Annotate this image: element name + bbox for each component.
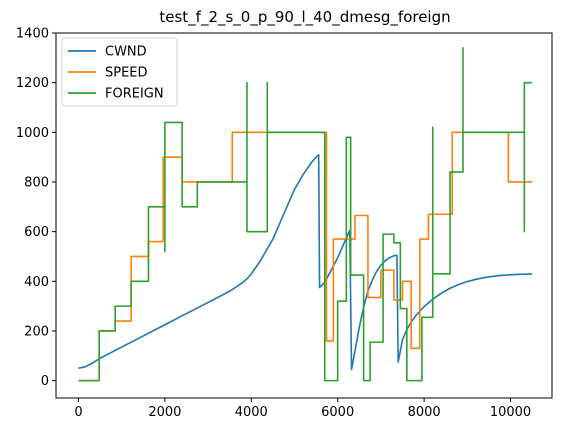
legend-box xyxy=(61,37,178,107)
y-tick-label: 0 xyxy=(41,374,49,389)
legend-label-foreign: FOREIGN xyxy=(105,87,164,102)
series-line-foreign xyxy=(78,47,533,382)
y-tick-label: 400 xyxy=(24,275,49,290)
x-tick-label: 6000 xyxy=(321,405,354,420)
x-tick-label: 8000 xyxy=(408,405,441,420)
y-tick-label: 1200 xyxy=(16,76,49,91)
y-tick-label: 200 xyxy=(24,324,49,339)
y-tick-label: 1000 xyxy=(16,126,49,141)
x-tick-label: 10000 xyxy=(490,405,531,420)
series-line-cwnd xyxy=(78,153,533,371)
legend-label-speed: SPEED xyxy=(105,66,148,81)
plot-frame xyxy=(55,32,553,399)
series-line-speed xyxy=(78,131,533,382)
chart-title: test_f_2_s_0_p_90_l_40_dmesg_foreign xyxy=(159,8,450,27)
series-lines xyxy=(78,47,533,382)
y-tick-label: 800 xyxy=(24,175,49,190)
legend-label-cwnd: CWND xyxy=(105,45,147,60)
y-tick-label: 600 xyxy=(24,225,49,240)
x-tick-label: 0 xyxy=(74,405,82,420)
legend: CWND SPEED FOREIGN xyxy=(61,37,178,107)
x-tick-label: 2000 xyxy=(148,405,181,420)
y-tick-label: 1400 xyxy=(16,27,49,42)
axis-ticks: 0 2000 4000 6000 8000 10000 0 200 400 600 800 1000 1… xyxy=(16,27,531,421)
x-tick-label: 4000 xyxy=(235,405,268,420)
